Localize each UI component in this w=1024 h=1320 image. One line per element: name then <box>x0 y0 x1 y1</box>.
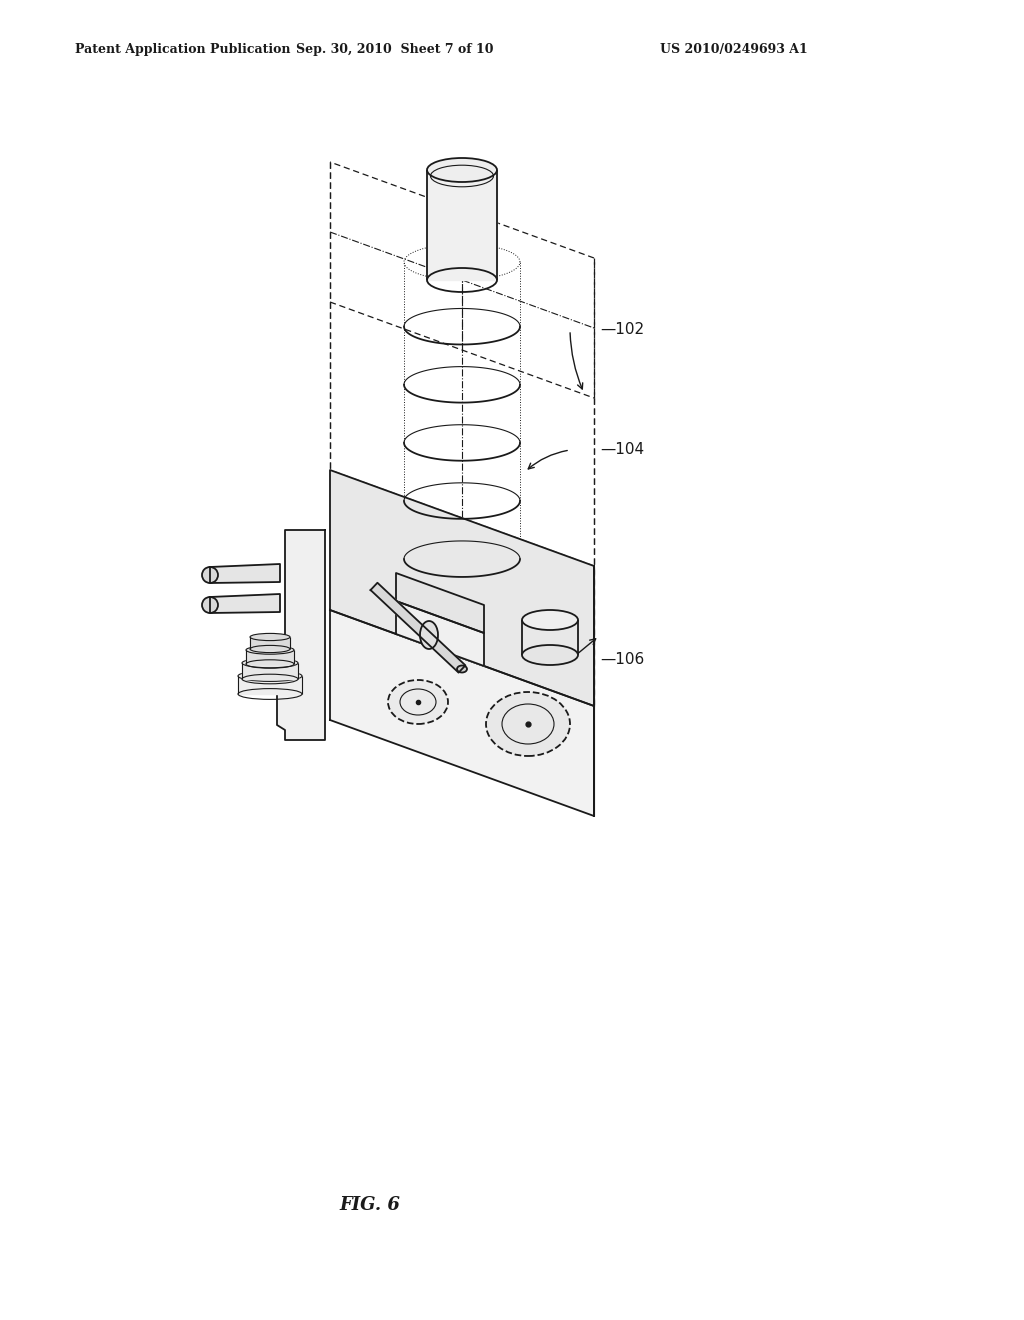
Polygon shape <box>242 663 298 678</box>
Text: FIG. 6: FIG. 6 <box>340 1196 400 1214</box>
Text: US 2010/0249693 A1: US 2010/0249693 A1 <box>660 44 808 57</box>
Ellipse shape <box>486 692 570 756</box>
Ellipse shape <box>388 680 449 723</box>
Ellipse shape <box>250 634 290 640</box>
Text: —106: —106 <box>600 652 644 668</box>
Ellipse shape <box>427 158 497 182</box>
Polygon shape <box>238 676 302 694</box>
Ellipse shape <box>522 645 578 665</box>
Polygon shape <box>330 470 594 706</box>
Text: Patent Application Publication: Patent Application Publication <box>75 44 291 57</box>
Ellipse shape <box>238 671 302 681</box>
Ellipse shape <box>202 597 218 612</box>
Ellipse shape <box>457 665 467 672</box>
Text: —102: —102 <box>600 322 644 338</box>
Ellipse shape <box>246 645 294 655</box>
Polygon shape <box>246 649 294 664</box>
Polygon shape <box>210 594 280 612</box>
Polygon shape <box>330 610 594 816</box>
Polygon shape <box>396 573 484 634</box>
Ellipse shape <box>202 568 218 583</box>
Ellipse shape <box>522 610 578 630</box>
Polygon shape <box>371 582 466 673</box>
Ellipse shape <box>242 659 298 668</box>
Polygon shape <box>396 601 484 667</box>
Polygon shape <box>210 564 280 583</box>
Text: —104: —104 <box>600 442 644 458</box>
Text: Sep. 30, 2010  Sheet 7 of 10: Sep. 30, 2010 Sheet 7 of 10 <box>296 44 494 57</box>
Polygon shape <box>427 170 497 280</box>
Polygon shape <box>250 638 290 649</box>
Ellipse shape <box>420 620 438 649</box>
Polygon shape <box>278 531 325 741</box>
